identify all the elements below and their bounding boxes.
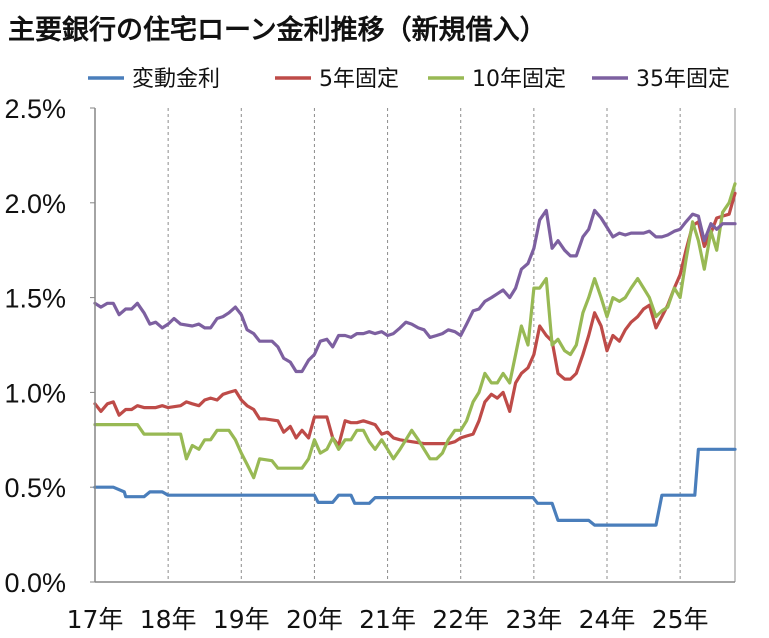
y-tick-label: 1.5%	[4, 284, 66, 314]
legend-label: 5年固定	[319, 67, 399, 92]
y-tick-label: 0.5%	[4, 473, 66, 503]
x-tick-label: 21年	[359, 605, 416, 634]
y-tick-label: 1.0%	[4, 378, 66, 408]
legend: 変動金利 5年固定 10年固定 35年固定	[88, 67, 730, 92]
legend-item: 変動金利	[88, 67, 220, 92]
chart-title: 主要銀行の住宅ローン金利推移（新規借入）	[8, 15, 547, 46]
x-tick-label: 25年	[652, 605, 709, 634]
series-line-3	[93, 182, 737, 480]
x-tick-label: 20年	[286, 605, 343, 634]
x-axis-tick-labels: 17年 18年 19年 20年 21年 22年 23年 24年 25年	[67, 605, 709, 634]
series-lines	[93, 182, 737, 527]
x-tick-label: 24年	[579, 605, 636, 634]
series-line-1	[93, 447, 737, 527]
x-tick-label: 23年	[505, 605, 562, 634]
legend-label: 35年固定	[636, 67, 730, 92]
legend-item: 5年固定	[275, 67, 399, 92]
series-line-4	[93, 208, 737, 374]
x-tick-label: 19年	[213, 605, 270, 634]
legend-label: 変動金利	[132, 67, 220, 92]
x-tick-label: 17年	[67, 605, 124, 634]
x-tick-label: 18年	[140, 605, 197, 634]
legend-item: 35年固定	[592, 67, 730, 92]
series-line-2	[93, 191, 737, 448]
legend-label: 10年固定	[472, 67, 566, 92]
x-tick-label: 22年	[432, 605, 489, 634]
legend-item: 10年固定	[428, 67, 566, 92]
y-tick-label: 2.5%	[4, 94, 66, 124]
y-axis-tick-labels: 0.0% 0.5% 1.0% 1.5% 2.0% 2.5%	[4, 94, 95, 598]
y-tick-label: 2.0%	[4, 189, 66, 219]
grid-lines	[167, 108, 736, 582]
y-tick-label: 0.0%	[4, 568, 66, 598]
